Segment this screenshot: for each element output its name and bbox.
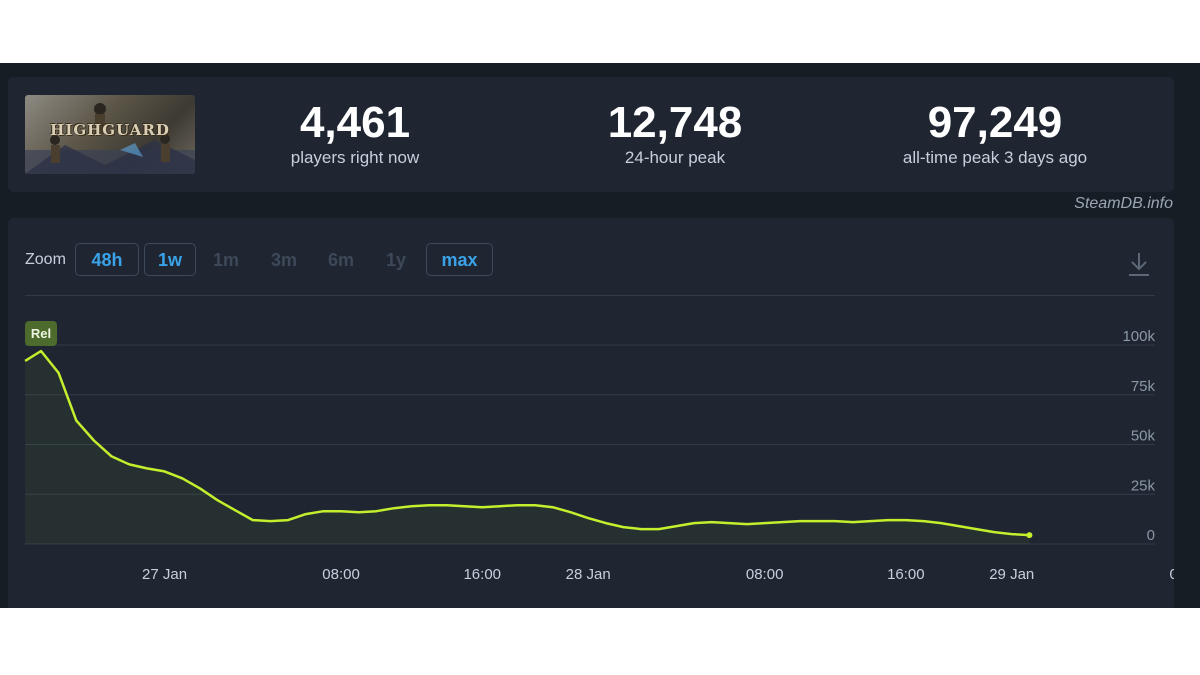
player-stats-card: HIGHGUARD 4,461 players right now 12,748… <box>8 77 1174 192</box>
game-cover-image[interactable]: HIGHGUARD <box>25 95 195 174</box>
x-tick-label: 08:00 <box>322 566 360 583</box>
series-area <box>25 351 1030 544</box>
x-tick-label: 08:00 <box>1169 566 1174 583</box>
x-tick-label: 29 Jan <box>989 566 1034 583</box>
y-tick-label: 75k <box>1131 378 1156 395</box>
download-icon[interactable] <box>1127 250 1151 278</box>
y-tick-label: 100k <box>1122 328 1155 345</box>
current-players-label: players right now <box>290 148 420 167</box>
peak-24h-stat: 12,748 24-hour peak <box>575 97 775 169</box>
y-tick-label: 0 <box>1147 527 1155 544</box>
y-tick-label: 50k <box>1131 428 1156 445</box>
release-badge <box>25 321 57 346</box>
x-tick-label: 27 Jan <box>142 566 187 583</box>
y-tick-label: 25k <box>1131 477 1156 494</box>
zoom-6m-button[interactable]: 6m <box>327 250 354 270</box>
player-chart-card: Zoom 48h 1w 1m 3m 6m 1y max 0 25k 50k 75k 10… <box>8 218 1174 608</box>
all-time-peak-label: all-time peak 3 days ago <box>902 148 1088 167</box>
current-players-value: 4,461 <box>299 98 411 147</box>
game-art-figures <box>25 103 195 174</box>
all-time-peak-value: 97,249 <box>927 98 1063 147</box>
zoom-label: Zoom <box>25 251 66 268</box>
peak-24h-label: 24-hour peak <box>624 148 726 167</box>
zoom-3m-button[interactable]: 3m <box>270 250 297 270</box>
zoom-1w-button[interactable]: 1w <box>144 243 196 276</box>
zoom-1y-button[interactable]: 1y <box>385 250 407 270</box>
current-players-stat: 4,461 players right now <box>255 97 455 169</box>
series-line <box>24 349 1030 537</box>
steamdb-credit-link[interactable]: SteamDB.info <box>1074 195 1173 212</box>
toolbar-divider <box>25 295 1155 296</box>
peak-24h-value: 12,748 <box>607 98 743 147</box>
all-time-peak-stat: 97,249 all-time peak 3 days ago <box>865 97 1125 169</box>
release-badge-label: Rel <box>31 326 51 341</box>
x-tick-label: 16:00 <box>463 566 501 583</box>
player-count-chart[interactable]: 0 25k 50k 75k 100k 27 Jan 08:00 16:00 28 Jan 08:0… <box>8 218 1174 608</box>
steamdb-panel: HIGHGUARD 4,461 players right now 12,748… <box>0 63 1200 608</box>
game-logo-text: HIGHGUARD <box>50 121 170 139</box>
series-last-point <box>1026 532 1033 539</box>
x-tick-label: 08:00 <box>746 566 784 583</box>
x-tick-label: 28 Jan <box>566 566 611 583</box>
zoom-48h-button[interactable]: 48h <box>75 243 139 276</box>
zoom-1m-button[interactable]: 1m <box>212 250 239 270</box>
zoom-max-button[interactable]: max <box>426 243 493 276</box>
x-tick-label: 16:00 <box>887 566 925 583</box>
